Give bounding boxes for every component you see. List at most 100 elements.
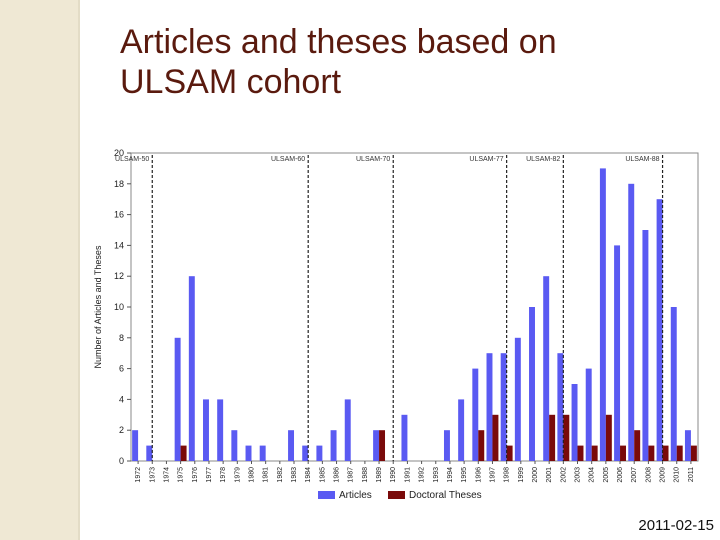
cohort-label-ulsam-88: ULSAM-88 <box>625 156 659 163</box>
bar-articles-1998 <box>500 353 507 461</box>
bar-articles-2008 <box>642 230 649 461</box>
x-tick-label-2009: 2009 <box>660 467 667 483</box>
bar-articles-2003 <box>571 384 578 461</box>
bar-theses-1989 <box>379 430 386 461</box>
cohort-label-ulsam-77: ULSAM-77 <box>469 156 503 163</box>
x-tick-label-1992: 1992 <box>419 467 426 483</box>
cohort-label-ulsam-60: ULSAM-60 <box>271 156 305 163</box>
bar-articles-1989 <box>373 430 380 461</box>
bar-articles-2004 <box>585 368 592 461</box>
bar-theses-1996 <box>478 430 485 461</box>
bar-articles-1977 <box>203 399 209 461</box>
bar-articles-1980 <box>245 445 252 461</box>
y-tick-label-8: 8 <box>119 333 124 343</box>
bar-theses-2008 <box>648 445 655 461</box>
bar-articles-1978 <box>217 399 224 461</box>
bar-articles-2000 <box>529 307 535 461</box>
y-tick-label-18: 18 <box>114 179 124 189</box>
x-tick-label-2003: 2003 <box>575 467 582 483</box>
x-tick-label-1996: 1996 <box>475 467 482 483</box>
bar-theses-1975 <box>180 445 187 461</box>
x-tick-label-1989: 1989 <box>376 467 383 483</box>
cohort-label-ulsam-50: ULSAM-50 <box>115 156 149 163</box>
y-tick-label-4: 4 <box>119 394 124 404</box>
x-tick-label-1975: 1975 <box>178 467 185 483</box>
x-tick-label-1988: 1988 <box>362 467 369 483</box>
bar-articles-1972 <box>132 430 139 461</box>
y-axis-label: Number of Articles and Theses <box>93 245 103 368</box>
bar-articles-1976 <box>188 276 195 461</box>
x-tick-label-1976: 1976 <box>192 467 199 483</box>
bar-articles-1991 <box>401 414 408 461</box>
slide-title-line1: Articles and theses based on <box>120 23 557 61</box>
y-tick-label-6: 6 <box>119 364 124 374</box>
x-tick-label-1990: 1990 <box>390 467 397 483</box>
x-tick-label-1999: 1999 <box>518 467 525 483</box>
bar-articles-1973 <box>146 445 153 461</box>
x-tick-label-1974: 1974 <box>163 467 170 483</box>
bar-theses-2007 <box>634 430 641 461</box>
bar-articles-2002 <box>557 353 564 461</box>
bar-articles-1986 <box>330 430 337 461</box>
cohort-label-ulsam-82: ULSAM-82 <box>526 156 560 163</box>
y-tick-label-10: 10 <box>114 302 124 312</box>
x-tick-label-2005: 2005 <box>603 467 610 483</box>
side-decoration-border <box>78 0 80 540</box>
x-tick-label-1981: 1981 <box>263 467 270 483</box>
x-tick-label-2000: 2000 <box>532 467 539 483</box>
bar-theses-2001 <box>549 414 556 461</box>
y-tick-label-2: 2 <box>119 425 124 435</box>
x-tick-label-1998: 1998 <box>504 467 511 483</box>
x-tick-label-2004: 2004 <box>589 467 596 483</box>
x-tick-label-1977: 1977 <box>206 467 213 483</box>
legend-swatch-theses <box>388 491 405 499</box>
bar-theses-2010 <box>676 445 683 461</box>
x-tick-label-1984: 1984 <box>305 467 312 483</box>
bar-articles-1995 <box>458 399 465 461</box>
legend-label-theses: Doctoral Theses <box>409 490 482 501</box>
x-tick-label-1985: 1985 <box>319 467 326 483</box>
x-tick-label-1994: 1994 <box>447 467 454 483</box>
x-tick-label-1997: 1997 <box>489 467 496 483</box>
x-tick-label-1978: 1978 <box>220 467 227 483</box>
x-tick-label-2011: 2011 <box>688 467 695 482</box>
bar-articles-2001 <box>543 276 550 461</box>
bar-articles-1983 <box>288 430 295 461</box>
bar-articles-1985 <box>316 445 323 461</box>
x-tick-label-1991: 1991 <box>404 467 411 483</box>
bar-articles-2010 <box>670 307 677 461</box>
y-tick-label-16: 16 <box>114 210 124 220</box>
bar-articles-1999 <box>514 337 521 461</box>
bar-articles-1994 <box>443 430 450 461</box>
x-tick-label-1983: 1983 <box>291 467 298 483</box>
y-tick-label-20: 20 <box>114 148 124 158</box>
y-tick-label-14: 14 <box>114 240 124 250</box>
bar-theses-2006 <box>620 445 626 461</box>
bar-theses-1997 <box>492 414 499 461</box>
bar-theses-2005 <box>605 414 612 461</box>
legend-swatch-articles <box>318 491 335 499</box>
x-tick-label-1995: 1995 <box>461 467 468 483</box>
slide-date: 2011-02-15 <box>638 517 714 534</box>
x-tick-label-1993: 1993 <box>433 467 440 483</box>
bar-theses-2011 <box>690 445 697 461</box>
x-tick-label-1987: 1987 <box>348 467 355 483</box>
x-tick-label-1979: 1979 <box>234 467 241 483</box>
x-tick-label-1982: 1982 <box>277 467 284 483</box>
bar-articles-2006 <box>614 245 621 461</box>
bar-theses-2003 <box>577 445 584 461</box>
bar-theses-2009 <box>662 445 669 461</box>
slide-title-line2: ULSAM cohort <box>120 63 342 101</box>
bar-articles-1984 <box>302 445 309 461</box>
x-tick-label-2006: 2006 <box>617 467 624 483</box>
x-tick-label-2007: 2007 <box>631 467 638 483</box>
plot-frame <box>130 152 699 462</box>
y-tick-label-12: 12 <box>114 271 124 281</box>
bar-articles-1997 <box>486 353 493 461</box>
legend-label-articles: Articles <box>339 490 372 501</box>
bar-articles-1987 <box>344 399 351 461</box>
bar-articles-2009 <box>656 199 663 461</box>
x-tick-label-1973: 1973 <box>149 467 156 483</box>
bar-theses-2002 <box>563 414 570 461</box>
